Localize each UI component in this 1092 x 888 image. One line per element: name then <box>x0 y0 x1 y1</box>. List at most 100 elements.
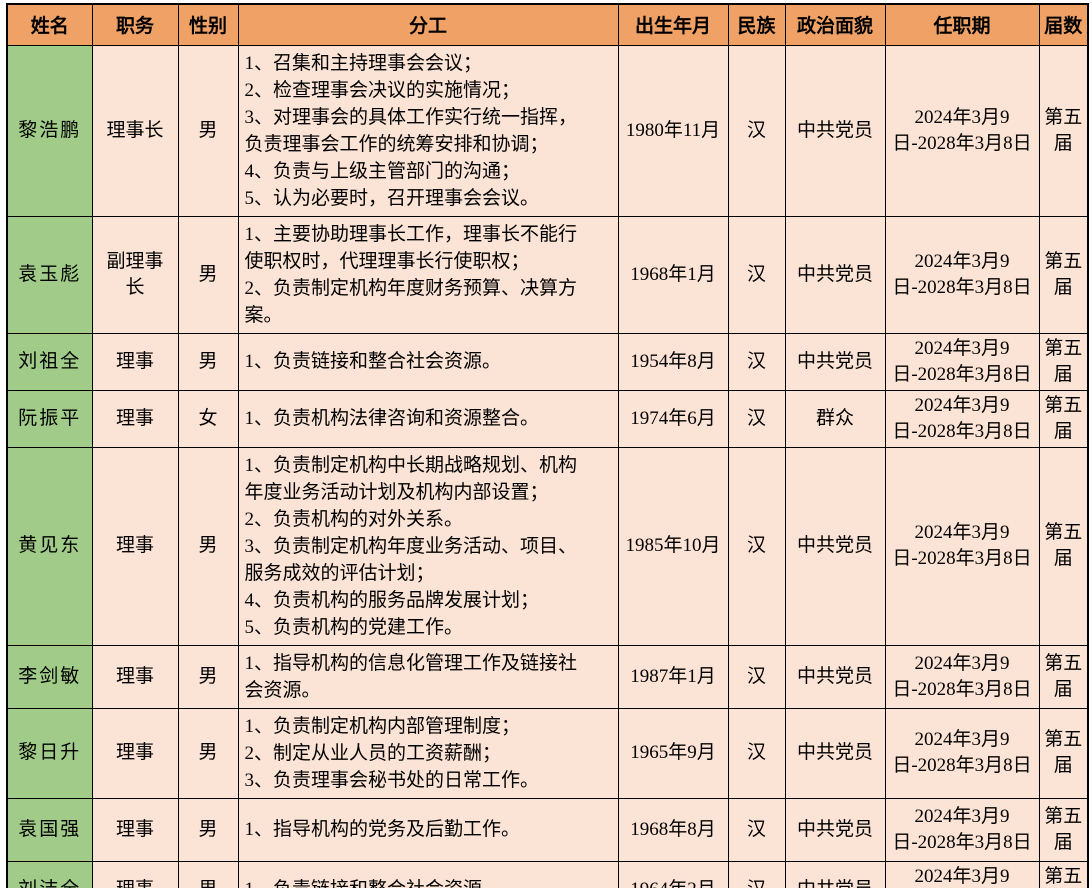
cell-ethnicity: 汉 <box>727 644 786 709</box>
table-row: 李剑敏 理事 男 1、指导机构的信息化管理工作及链接社会资源。 1987年1月 … <box>6 644 1089 709</box>
table-row: 阮振平 理事 女 1、负责机构法律咨询和资源整合。 1974年6月 汉 群众 2… <box>6 389 1089 448</box>
cell-duties: 1、指导机构的信息化管理工作及链接社会资源。 <box>237 644 619 709</box>
table-row: 袁国强 理事 男 1、指导机构的党务及后勤工作。 1968年8月 汉 中共党员 … <box>6 797 1089 862</box>
cell-ethnicity: 汉 <box>727 797 786 862</box>
cell-name: 李剑敏 <box>6 644 93 709</box>
cell-political-status: 中共党员 <box>784 215 886 334</box>
cell-duties: 1、指导机构的党务及后勤工作。 <box>237 797 619 862</box>
cell-duties: 1、负责链接和整合社会资源。 <box>237 860 619 888</box>
position-text: 理事 <box>115 742 154 763</box>
cell-position: 理事 <box>91 797 179 862</box>
cell-position: 理事 <box>91 446 179 646</box>
cell-name: 袁国强 <box>6 797 93 862</box>
table-row: 黎浩鹏 理事长 男 1、召集和主持理事会会议； 2、检查理事会决议的实施情况； … <box>6 44 1089 217</box>
cell-term: 2024年3月9日-2028年3月8日 <box>884 860 1040 888</box>
cell-term: 2024年3月9日-2028年3月8日 <box>884 446 1040 646</box>
column-header-duties: 分工 <box>237 3 619 46</box>
cell-birth-date: 1954年8月 <box>617 332 729 391</box>
table-row: 袁玉彪 副理事长 男 1、主要协助理事长工作，理事长不能行使职权时，代理理事长行… <box>6 215 1089 334</box>
cell-political-status: 中共党员 <box>784 644 886 709</box>
cell-political-status: 中共党员 <box>784 707 886 799</box>
column-header-ethnicity: 民族 <box>727 3 786 46</box>
cell-name: 袁玉彪 <box>6 215 93 334</box>
cell-political-status: 群众 <box>784 389 886 448</box>
position-text: 理事 <box>115 350 154 372</box>
cell-birth-date: 1974年6月 <box>617 389 729 448</box>
cell-name: 黎日升 <box>6 707 93 799</box>
cell-ethnicity: 汉 <box>727 389 786 448</box>
cell-gender: 男 <box>177 707 239 799</box>
cell-term: 2024年3月9日-2028年3月8日 <box>884 644 1040 709</box>
cell-name: 黄见东 <box>6 446 93 646</box>
cell-birth-date: 1985年10月 <box>617 446 729 646</box>
cell-session: 第五届 <box>1038 797 1089 862</box>
cell-birth-date: 1965年9月 <box>617 707 729 799</box>
cell-ethnicity: 汉 <box>727 215 786 334</box>
cell-gender: 男 <box>177 332 239 391</box>
cell-session: 第五届 <box>1038 215 1089 334</box>
position-text: 理事 <box>115 407 154 429</box>
cell-term: 2024年3月9日-2028年3月8日 <box>884 332 1040 391</box>
position-text: 理事 <box>115 535 154 556</box>
position-text: 理事 <box>104 877 166 888</box>
cell-political-status: 中共党员 <box>784 332 886 391</box>
cell-session: 第五届 <box>1038 860 1089 888</box>
cell-birth-date: 1987年1月 <box>617 644 729 709</box>
cell-term: 2024年3月9日-2028年3月8日 <box>884 389 1040 448</box>
cell-name: 刘洁全 <box>6 860 93 888</box>
cell-political-status: 中共党员 <box>784 797 886 862</box>
column-header-term: 任职期 <box>884 3 1040 46</box>
cell-duties: 1、负责制定机构内部管理制度； 2、制定从业人员的工资薪酬； 3、负责理事会秘书… <box>237 707 619 799</box>
cell-name: 刘祖全 <box>6 332 93 391</box>
cell-duties: 1、负责链接和整合社会资源。 <box>237 332 619 391</box>
column-header-gender: 性别 <box>177 3 239 46</box>
board-members-table: 姓名 职务 性别 分工 出生年月 民族 政治面貌 任职期 届数 黎浩鹏 理事长 … <box>6 3 1089 888</box>
cell-gender: 男 <box>177 860 239 888</box>
cell-birth-date: 1968年1月 <box>617 215 729 334</box>
column-header-birth-date: 出生年月 <box>617 3 729 46</box>
cell-name: 阮振平 <box>6 389 93 448</box>
column-header-session: 届数 <box>1038 3 1089 46</box>
table-row: 黄见东 理事 男 1、负责制定机构中长期战略规划、机构年度业务活动计划及机构内部… <box>6 446 1089 646</box>
cell-ethnicity: 汉 <box>727 446 786 646</box>
cell-session: 第五届 <box>1038 332 1089 391</box>
cell-duties: 1、负责机构法律咨询和资源整合。 <box>237 389 619 448</box>
cell-position: 理事 <box>91 860 179 888</box>
table-row: 黎日升 理事 男 1、负责制定机构内部管理制度； 2、制定从业人员的工资薪酬； … <box>6 707 1089 799</box>
column-header-political-status: 政治面貌 <box>784 3 886 46</box>
cell-term: 2024年3月9日-2028年3月8日 <box>884 797 1040 862</box>
cell-position: 理事 <box>91 389 179 448</box>
cell-term: 2024年3月9日-2028年3月8日 <box>884 44 1040 217</box>
cell-session: 第五届 <box>1038 44 1089 217</box>
cell-session: 第五届 <box>1038 707 1089 799</box>
position-text: 理事 <box>115 665 154 687</box>
cell-birth-date: 1968年8月 <box>617 797 729 862</box>
header-row: 姓名 职务 性别 分工 出生年月 民族 政治面貌 任职期 届数 <box>6 3 1089 46</box>
cell-duties: 1、主要协助理事长工作，理事长不能行使职权时，代理理事长行使职权； 2、负责制定… <box>237 215 619 334</box>
cell-session: 第五届 <box>1038 446 1089 646</box>
cell-ethnicity: 汉 <box>727 707 786 799</box>
cell-gender: 女 <box>177 389 239 448</box>
cell-political-status: 中共党员 <box>784 44 886 217</box>
cell-birth-date: 1964年2月 <box>617 860 729 888</box>
position-text: 副理事长 <box>106 250 164 298</box>
cell-position: 理事 <box>91 644 179 709</box>
cell-position: 理事 <box>91 332 179 391</box>
cell-gender: 男 <box>177 644 239 709</box>
position-text: 理事 <box>115 818 154 840</box>
cell-birth-date: 1980年11月 <box>617 44 729 217</box>
cell-gender: 男 <box>177 215 239 334</box>
cell-position: 副理事长 <box>91 215 179 334</box>
cell-gender: 男 <box>177 446 239 646</box>
cell-gender: 男 <box>177 44 239 217</box>
cell-ethnicity: 汉 <box>727 332 786 391</box>
cell-position: 理事长 <box>91 44 179 217</box>
cell-term: 2024年3月9日-2028年3月8日 <box>884 215 1040 334</box>
position-text: 理事长 <box>106 119 164 141</box>
column-header-name: 姓名 <box>6 3 93 46</box>
table-row: 刘祖全 理事 男 1、负责链接和整合社会资源。 1954年8月 汉 中共党员 2… <box>6 332 1089 391</box>
cell-position: 理事 <box>91 707 179 799</box>
cell-duties: 1、负责制定机构中长期战略规划、机构年度业务活动计划及机构内部设置； 2、负责机… <box>237 446 619 646</box>
cell-session: 第五届 <box>1038 389 1089 448</box>
cell-political-status: 中共党员 <box>784 860 886 888</box>
